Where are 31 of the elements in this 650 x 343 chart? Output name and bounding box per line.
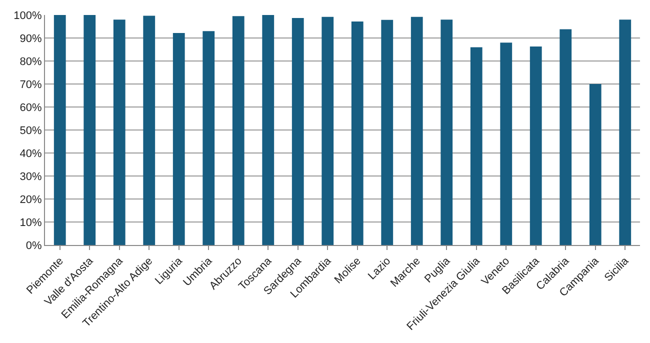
y-tick-label: 100% xyxy=(14,10,42,22)
y-tick-label: 40% xyxy=(20,148,42,160)
bar xyxy=(440,20,453,245)
bar xyxy=(143,16,156,245)
y-tick-label: 60% xyxy=(20,102,42,114)
bar xyxy=(530,46,542,245)
bar xyxy=(54,15,66,245)
bar xyxy=(410,16,423,245)
bar xyxy=(113,20,126,245)
bar xyxy=(470,47,482,245)
bar xyxy=(262,15,274,245)
y-tick-label: 80% xyxy=(20,56,42,68)
y-tick-label: 0% xyxy=(26,240,42,252)
y-tick-label: 30% xyxy=(20,170,42,183)
bar xyxy=(381,20,394,245)
bar xyxy=(322,16,334,245)
bar xyxy=(292,18,304,245)
bar xyxy=(619,20,632,245)
bar xyxy=(232,16,244,245)
y-tick-label: 50% xyxy=(20,124,42,137)
y-tick-label: 70% xyxy=(20,78,42,91)
bar xyxy=(351,21,364,245)
bar xyxy=(589,84,602,245)
y-tick-label: 10% xyxy=(20,216,42,229)
bar xyxy=(172,32,185,245)
bar xyxy=(560,29,572,245)
y-tick-label: 20% xyxy=(20,194,42,206)
y-tick-label: 90% xyxy=(20,32,42,45)
bar xyxy=(202,31,215,245)
bar xyxy=(500,42,512,245)
bar xyxy=(84,15,96,245)
